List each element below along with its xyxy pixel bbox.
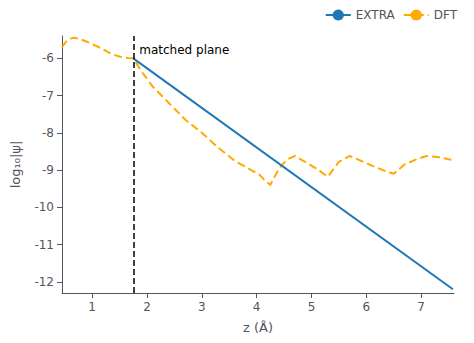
svg-text:-7: -7	[42, 89, 54, 103]
svg-text:4: 4	[253, 300, 261, 314]
svg-text:-6: -6	[42, 51, 54, 65]
svg-text:z (Å): z (Å)	[243, 320, 273, 335]
svg-text:-10: -10	[34, 200, 54, 214]
svg-text:3: 3	[198, 300, 206, 314]
svg-text:6: 6	[362, 300, 370, 314]
svg-text:DFT: DFT	[434, 8, 458, 22]
svg-text:2: 2	[143, 300, 151, 314]
svg-text:-9: -9	[42, 163, 54, 177]
svg-text:-12: -12	[34, 275, 54, 289]
svg-text:1: 1	[88, 300, 96, 314]
svg-text:log₁₀|ψ|: log₁₀|ψ|	[8, 141, 23, 189]
svg-text:7: 7	[417, 300, 425, 314]
svg-text:-8: -8	[42, 126, 54, 140]
svg-text:5: 5	[308, 300, 316, 314]
svg-text:matched plane: matched plane	[139, 43, 229, 57]
svg-text:EXTRA: EXTRA	[356, 8, 396, 22]
svg-text:-11: -11	[34, 238, 54, 252]
